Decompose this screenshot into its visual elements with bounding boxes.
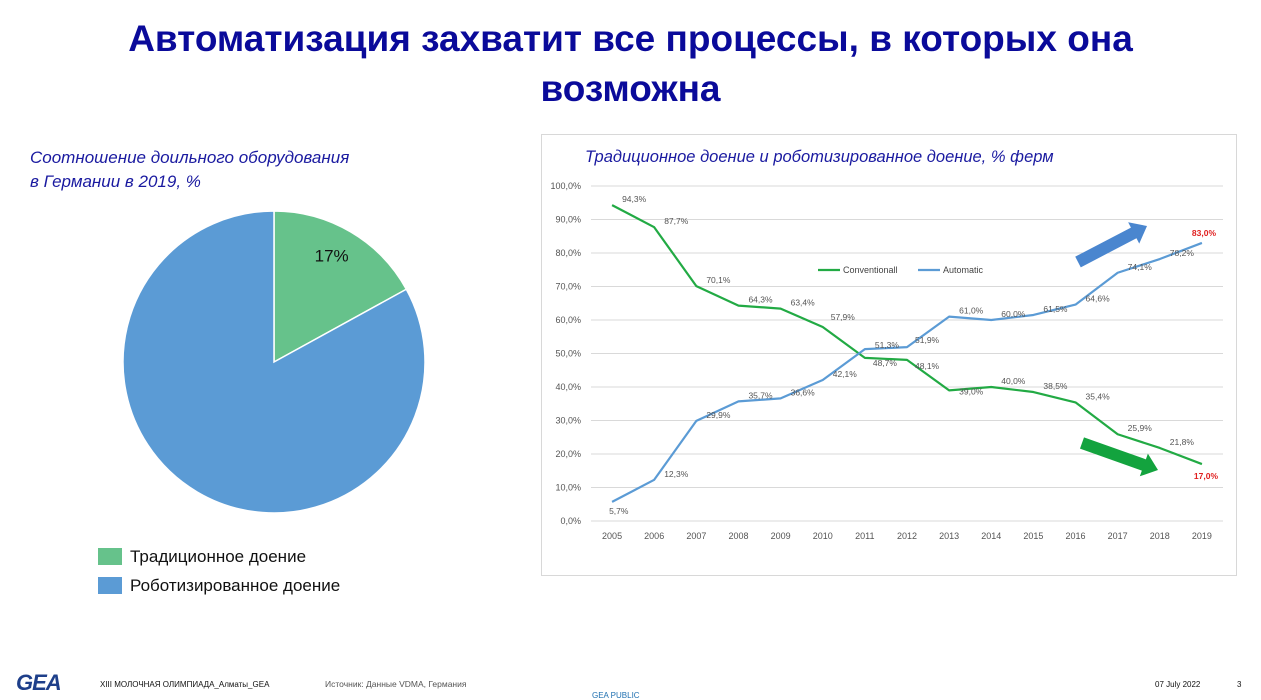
- x-tick-label: 2019: [1192, 531, 1212, 541]
- pie-legend: Традиционное доение Роботизированное дое…: [98, 542, 340, 600]
- line-chart-title: Традиционное доение и роботизированное д…: [585, 148, 1054, 166]
- x-tick-label: 2011: [855, 531, 874, 541]
- legend-swatch-robotic: [98, 577, 122, 594]
- data-label-automatic: 51,9%: [915, 335, 940, 345]
- data-label-conventional: 48,1%: [915, 361, 940, 371]
- pie-slice-robotic: [122, 210, 426, 514]
- legend-item-robotic: Роботизированное доение: [98, 571, 340, 600]
- x-tick-label: 2014: [981, 531, 1001, 541]
- footer-source: Источник: Данные VDMA, Германия: [325, 679, 467, 689]
- data-label-conventional: 57,9%: [831, 312, 856, 322]
- data-label-conventional: 17,0%: [1194, 471, 1219, 481]
- x-tick-label: 2008: [728, 531, 748, 541]
- y-tick-label: 100,0%: [550, 181, 581, 191]
- y-tick-label: 0,0%: [560, 516, 581, 526]
- data-label-automatic: 61,5%: [1043, 304, 1068, 314]
- y-tick-label: 70,0%: [555, 282, 581, 292]
- x-tick-label: 2016: [1066, 531, 1086, 541]
- x-tick-label: 2018: [1150, 531, 1170, 541]
- data-label-automatic: 5,7%: [609, 506, 629, 516]
- data-label-conventional: 38,5%: [1043, 381, 1068, 391]
- gea-logo: GEA: [16, 670, 62, 695]
- line-chart-frame: [541, 134, 1237, 576]
- x-tick-label: 2006: [644, 531, 664, 541]
- data-label-conventional: 63,4%: [791, 298, 816, 308]
- data-label-conventional: 94,3%: [622, 194, 647, 204]
- data-label-automatic: 36,6%: [791, 387, 816, 397]
- trend-arrow-up-icon: [1075, 222, 1147, 268]
- y-tick-label: 80,0%: [555, 248, 581, 258]
- data-label-automatic: 29,9%: [706, 410, 731, 420]
- data-label-conventional: 21,8%: [1170, 437, 1195, 447]
- line-chart: 0,0% 10,0% 20,0% 30,0% 40,0% 50,0% 60,0% 70,0% 8…: [550, 181, 1223, 541]
- data-label-automatic: 35,7%: [748, 390, 773, 400]
- legend-label-traditional: Традиционное доение: [130, 546, 307, 566]
- y-tick-label: 50,0%: [555, 349, 581, 359]
- data-label-automatic: 12,3%: [664, 469, 689, 479]
- x-tick-label: 2017: [1108, 531, 1128, 541]
- x-tick-label: 2007: [686, 531, 706, 541]
- x-tick-label: 2013: [939, 531, 959, 541]
- footer-classification: GEA PUBLIC: [592, 691, 640, 700]
- pie-title-line-2: в Германии в 2019, %: [30, 172, 201, 191]
- pie-label-robotic: 83%: [172, 491, 206, 510]
- trend-arrow-down-icon: [1079, 437, 1158, 477]
- data-label-automatic: 83,0%: [1192, 228, 1217, 238]
- data-label-automatic: 64,6%: [1086, 294, 1111, 304]
- x-tick-label: 2012: [897, 531, 917, 541]
- slide-title: Автоматизация захватит все процессы, в к…: [128, 18, 1133, 109]
- data-label-conventional: 39,0%: [959, 386, 984, 396]
- x-tick-label: 2005: [602, 531, 622, 541]
- series-line-automatic: [611, 241, 1203, 503]
- y-tick-label: 10,0%: [555, 483, 581, 493]
- x-tick-label: 2010: [813, 531, 833, 541]
- x-tick-label: 2015: [1023, 531, 1043, 541]
- legend-label-automatic: Automatic: [943, 265, 984, 275]
- data-label-automatic: 78,2%: [1170, 248, 1195, 258]
- pie-label-traditional: 17%: [315, 246, 349, 265]
- legend-label-conventional: Conventionall: [843, 265, 898, 275]
- series-line-conventional: [611, 204, 1203, 466]
- data-label-conventional: 87,7%: [664, 216, 689, 226]
- data-label-conventional: 70,1%: [706, 275, 731, 285]
- data-label-automatic: 74,1%: [1128, 262, 1153, 272]
- y-tick-label: 20,0%: [555, 449, 581, 459]
- y-tick-label: 60,0%: [555, 315, 581, 325]
- data-label-automatic: 60,0%: [1001, 309, 1026, 319]
- pie-chart-title: Соотношение доильного оборудования в Гер…: [30, 146, 430, 194]
- pie-chart: 17% 83%: [122, 210, 426, 514]
- data-label-conventional: 25,9%: [1128, 423, 1153, 433]
- footer-date: 07 July 2022: [1155, 680, 1201, 689]
- data-label-conventional: 64,3%: [748, 295, 773, 305]
- legend-item-traditional: Традиционное доение: [98, 542, 340, 571]
- data-label-automatic: 42,1%: [833, 369, 858, 379]
- data-label-automatic: 51,3%: [875, 340, 900, 350]
- pie-slice-traditional: [273, 210, 408, 364]
- page-number: 3: [1237, 680, 1242, 689]
- y-tick-label: 30,0%: [555, 416, 581, 426]
- pie-title-line-1: Соотношение доильного оборудования: [30, 148, 350, 167]
- y-tick-label: 90,0%: [555, 215, 581, 225]
- footer-event-name: XIII МОЛОЧНАЯ ОЛИМПИАДА_Алматы_GEA: [100, 680, 270, 689]
- legend-label-robotic: Роботизированное доение: [130, 575, 341, 595]
- data-label-conventional: 35,4%: [1086, 391, 1111, 401]
- data-label-conventional: 40,0%: [1001, 376, 1026, 386]
- data-label-automatic: 61,0%: [959, 306, 984, 316]
- data-label-conventional: 48,7%: [873, 358, 898, 368]
- legend-swatch-traditional: [98, 548, 122, 565]
- y-tick-label: 40,0%: [555, 382, 581, 392]
- x-tick-label: 2009: [771, 531, 791, 541]
